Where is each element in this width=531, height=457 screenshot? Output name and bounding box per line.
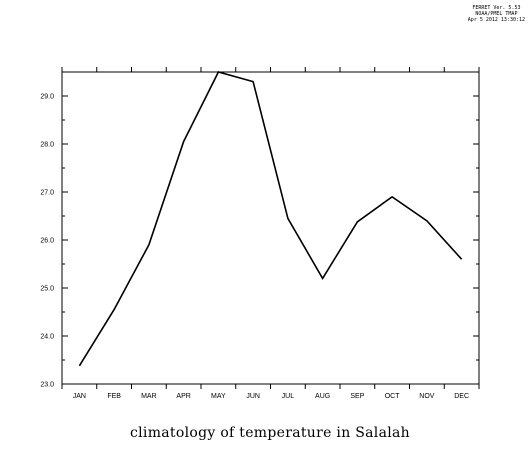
series-layer (78, 71, 463, 367)
y-tick-label: 27.0 (40, 190, 54, 197)
x-tick-label: SEP (350, 393, 364, 400)
x-tick-label: APR (176, 393, 190, 400)
plot-axes (61, 71, 480, 385)
x-tick-label: FEB (107, 393, 121, 400)
y-tick-label: 25.0 (40, 286, 54, 293)
x-tick-label: JUL (282, 393, 295, 400)
y-tick-label: 24.0 (40, 334, 54, 341)
stamp-line-1: FERRET Ver. 5.53 (472, 5, 521, 11)
x-tick-label: AUG (315, 393, 330, 400)
stamp-line-2: NOAA/PMEL TMAP (475, 11, 518, 17)
x-tick-label: JAN (73, 393, 86, 400)
x-tick-label: MAY (211, 393, 226, 400)
y-tick-label: 26.0 (40, 238, 54, 245)
y-tick-label: 28.0 (40, 142, 54, 149)
x-tick-labels: JAN FEB MAR APR MAY JUN JUL AUG SEP OCT NOV DEC (73, 393, 469, 400)
y-tick-labels: 23.0 24.0 25.0 26.0 27.0 28.0 29.0 (40, 94, 54, 389)
y-tick-label: 23.0 (40, 382, 54, 389)
x-tick-label: MAR (141, 393, 157, 400)
plot-frame (61, 71, 480, 385)
axis-ticks (61, 67, 480, 389)
stamp-line-3: Apr 5 2012 13:30:12 (467, 17, 525, 23)
x-tick-label: DEC (454, 393, 469, 400)
x-tick-label: OCT (385, 393, 401, 400)
y-tick-label: 29.0 (40, 94, 54, 101)
chart-title: climatology of temperature in Salalah (130, 425, 410, 441)
x-tick-label: JUN (246, 393, 260, 400)
series-line (78, 71, 463, 367)
version-stamp: FERRET Ver. 5.53 NOAA/PMEL TMAP Apr 5 20… (468, 5, 525, 23)
x-tick-label: NOV (419, 393, 435, 400)
